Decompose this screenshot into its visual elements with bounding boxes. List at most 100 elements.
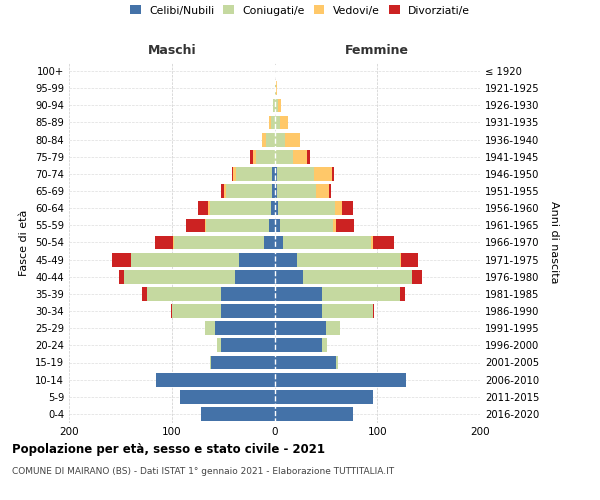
Bar	[275, 133, 300, 146]
Bar	[275, 373, 406, 386]
Bar	[275, 304, 374, 318]
Bar	[205, 218, 275, 232]
Text: Femmine: Femmine	[345, 44, 409, 58]
Bar	[224, 184, 275, 198]
Bar	[275, 184, 277, 198]
Bar	[275, 338, 327, 352]
Bar	[275, 184, 316, 198]
Bar	[221, 304, 275, 318]
Bar	[275, 98, 281, 112]
Bar	[269, 116, 275, 130]
Bar	[275, 98, 278, 112]
Bar	[275, 253, 401, 266]
Bar	[112, 253, 275, 266]
Bar	[180, 390, 275, 404]
Bar	[275, 150, 307, 164]
Bar	[262, 133, 275, 146]
Bar	[211, 356, 275, 370]
Bar	[171, 304, 275, 318]
Bar	[131, 253, 275, 266]
Bar	[275, 253, 400, 266]
Y-axis label: Anni di nascita: Anni di nascita	[549, 201, 559, 284]
Bar	[275, 218, 336, 232]
Bar	[180, 390, 275, 404]
Bar	[275, 407, 353, 421]
Bar	[253, 150, 275, 164]
Bar	[275, 356, 338, 370]
Bar	[142, 287, 275, 301]
Bar	[275, 356, 336, 370]
Bar	[275, 373, 406, 386]
Bar	[264, 236, 275, 250]
Bar	[275, 287, 405, 301]
Bar	[124, 270, 275, 283]
Bar	[275, 167, 334, 181]
Bar	[131, 253, 275, 266]
Bar	[275, 338, 327, 352]
Bar	[275, 184, 331, 198]
Bar	[275, 322, 340, 335]
Bar	[275, 133, 285, 146]
Bar	[221, 338, 275, 352]
Bar	[205, 322, 275, 335]
Bar	[275, 236, 283, 250]
Bar	[147, 287, 275, 301]
Bar	[274, 98, 275, 112]
Bar	[200, 407, 275, 421]
Bar	[275, 270, 422, 283]
Text: Maschi: Maschi	[148, 44, 196, 58]
Bar	[275, 116, 288, 130]
Bar	[256, 150, 275, 164]
Bar	[236, 167, 275, 181]
Bar	[275, 304, 373, 318]
Bar	[275, 116, 288, 130]
Bar	[217, 338, 275, 352]
Bar	[275, 322, 326, 335]
Bar	[274, 98, 275, 112]
Bar	[275, 390, 373, 404]
Bar	[275, 270, 303, 283]
Bar	[275, 116, 280, 130]
Bar	[271, 116, 275, 130]
Bar	[210, 202, 275, 215]
Bar	[275, 287, 400, 301]
Bar	[275, 202, 278, 215]
Bar	[208, 202, 275, 215]
Bar	[180, 390, 275, 404]
Bar	[275, 150, 293, 164]
Bar	[233, 167, 275, 181]
Bar	[157, 373, 275, 386]
Bar	[275, 356, 338, 370]
Bar	[275, 167, 332, 181]
Legend: Celibi/Nubili, Coniugati/e, Vedovi/e, Divorziati/e: Celibi/Nubili, Coniugati/e, Vedovi/e, Di…	[130, 6, 470, 16]
Bar	[235, 270, 275, 283]
Bar	[199, 202, 275, 215]
Bar	[275, 218, 333, 232]
Bar	[275, 167, 314, 181]
Bar	[275, 202, 353, 215]
Bar	[275, 202, 335, 215]
Bar	[275, 236, 394, 250]
Bar	[200, 407, 275, 421]
Text: COMUNE DI MAIRANO (BS) - Dati ISTAT 1° gennaio 2021 - Elaborazione TUTTITALIA.IT: COMUNE DI MAIRANO (BS) - Dati ISTAT 1° g…	[12, 468, 394, 476]
Bar	[173, 236, 275, 250]
Bar	[275, 373, 406, 386]
Bar	[200, 407, 275, 421]
Bar	[266, 133, 275, 146]
Bar	[275, 356, 338, 370]
Bar	[226, 184, 275, 198]
Bar	[217, 338, 275, 352]
Bar	[275, 287, 400, 301]
Bar	[275, 407, 353, 421]
Bar	[275, 390, 373, 404]
Bar	[275, 407, 353, 421]
Bar	[200, 407, 275, 421]
Bar	[205, 322, 275, 335]
Bar	[275, 304, 373, 318]
Bar	[275, 270, 412, 283]
Bar	[275, 270, 412, 283]
Bar	[275, 407, 353, 421]
Bar	[157, 373, 275, 386]
Bar	[221, 184, 275, 198]
Bar	[275, 184, 329, 198]
